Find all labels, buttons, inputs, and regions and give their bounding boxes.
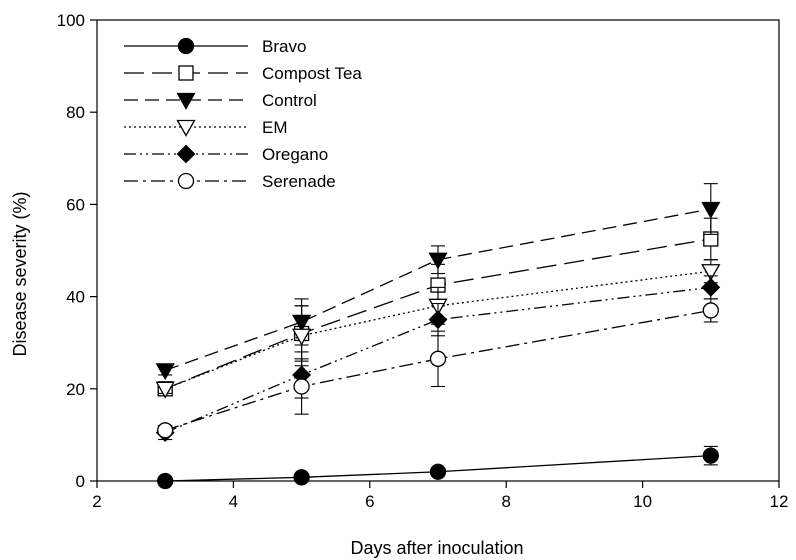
y-tick-label: 40 [66, 288, 85, 307]
legend-item: Oregano [124, 144, 328, 164]
y-tick-label: 20 [66, 380, 85, 399]
series-line [164, 238, 711, 390]
y-tick-label: 60 [66, 195, 85, 214]
x-tick-label: 8 [501, 492, 510, 511]
legend-item: Control [124, 91, 317, 110]
x-axis-title: Days after inoculation [350, 538, 523, 558]
data-point [155, 363, 175, 381]
series-bravo [157, 445, 719, 490]
data-point [701, 277, 721, 297]
legend-marker [178, 65, 194, 81]
series-line [165, 454, 711, 482]
data-point [293, 469, 310, 486]
plot-frame [96, 19, 780, 482]
data-point [429, 350, 447, 367]
series-serenade [157, 298, 719, 439]
x-tick-label: 4 [229, 492, 238, 511]
legend-label: Serenade [262, 172, 336, 191]
legend-marker [176, 144, 196, 164]
series-control [155, 183, 721, 381]
y-tick-label: 80 [66, 103, 85, 122]
legend-label: Oregano [262, 145, 328, 164]
legend-marker [177, 37, 195, 55]
legend-item: EM [124, 118, 288, 137]
x-tick-label: 12 [770, 492, 789, 511]
y-tick-label: 100 [57, 11, 85, 30]
legend: Bravo Compost Tea Control EM Oregano Serenade [124, 37, 362, 191]
x-tick-label: 10 [633, 492, 652, 511]
series-layer [155, 183, 721, 490]
legend-item: Compost Tea [124, 64, 362, 83]
data-point [702, 447, 719, 464]
data-point [157, 472, 174, 490]
plot-border [96, 19, 780, 482]
x-axis: 2 4 6 8 10 12 [92, 481, 788, 511]
legend-item: Bravo [124, 37, 306, 56]
y-tick-label: 0 [76, 472, 85, 491]
legend-label: EM [262, 118, 288, 137]
legend-marker [176, 92, 196, 110]
legend-label: Control [262, 91, 317, 110]
data-point [428, 252, 448, 270]
legend-marker [176, 119, 196, 137]
data-point [155, 381, 175, 399]
data-point [701, 264, 721, 282]
x-tick-label: 2 [92, 492, 101, 511]
legend-label: Compost Tea [262, 64, 362, 83]
legend-item: Serenade [124, 172, 336, 191]
legend-marker [177, 172, 195, 190]
data-point [428, 310, 448, 330]
series-line [164, 208, 711, 371]
data-point [157, 422, 174, 439]
legend-label: Bravo [262, 37, 306, 56]
y-axis: 0 20 40 60 80 100 [57, 11, 97, 491]
data-point [291, 328, 312, 346]
y-axis-title: Disease severity (%) [10, 191, 30, 356]
data-point [293, 378, 310, 395]
data-point [429, 463, 447, 480]
series-line [164, 270, 711, 390]
x-tick-label: 6 [365, 492, 374, 511]
data-point [701, 201, 721, 219]
data-point [702, 302, 719, 319]
